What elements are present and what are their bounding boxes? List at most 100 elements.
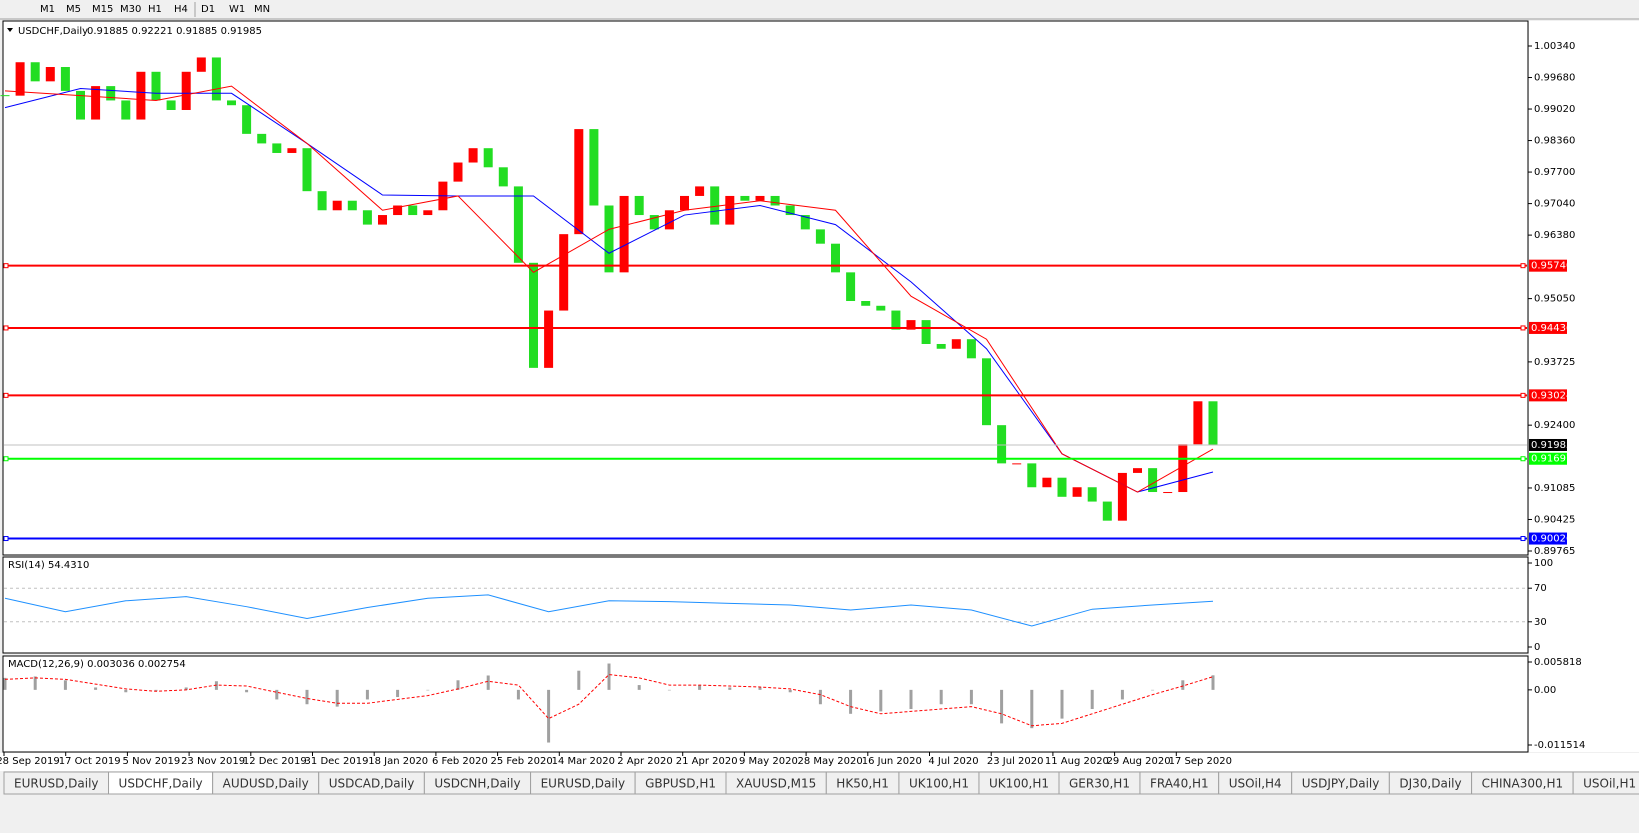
- y-tick-label: 0.93725: [1534, 357, 1575, 368]
- candle: [1027, 463, 1037, 488]
- candle: [91, 86, 101, 120]
- x-tick-label: 12 Dec 2019: [243, 756, 307, 767]
- timeframe-button[interactable]: M30: [120, 4, 141, 15]
- timeframe-button[interactable]: M1: [40, 4, 55, 15]
- candle: [483, 148, 493, 168]
- y-tick-label: 1.00340: [1534, 41, 1575, 52]
- candle: [634, 195, 644, 216]
- macd-bar: [607, 663, 611, 690]
- tab[interactable]: XAUUSD,M15: [725, 771, 827, 795]
- x-tick-label: 6 Feb 2020: [432, 756, 488, 767]
- x-tick-label: 2 Apr 2020: [617, 756, 672, 767]
- level-handle: [1520, 325, 1526, 331]
- y-tick-label: 0.99020: [1534, 104, 1575, 115]
- y-tick-label: 0.00: [1534, 685, 1556, 696]
- tab[interactable]: GER30,H1: [1058, 771, 1141, 795]
- candle: [831, 243, 840, 273]
- tab-label: UK100,H1: [989, 777, 1049, 791]
- y-tick-label: 0.97040: [1534, 199, 1575, 210]
- candle: [211, 57, 221, 101]
- tab[interactable]: USOil,H1: [1572, 771, 1639, 795]
- macd-bar: [969, 689, 973, 705]
- macd-bar: [516, 689, 520, 700]
- candle: [649, 215, 659, 230]
- candle: [1208, 401, 1218, 445]
- candle: [196, 57, 206, 72]
- menu-arrow[interactable]: [7, 28, 13, 32]
- x-tick-label: 11 Aug 2020: [1045, 756, 1109, 767]
- tab[interactable]: USDJPY,Daily: [1291, 771, 1390, 795]
- level-handle: [3, 392, 9, 398]
- x-tick-label: 14 Mar 2020: [552, 756, 615, 767]
- level-handle: [1520, 392, 1526, 398]
- y-tick-label: 0: [1534, 642, 1540, 653]
- candle: [951, 339, 961, 349]
- macd-bar: [1151, 689, 1155, 691]
- y-tick-label: 30: [1534, 617, 1547, 628]
- macd-bar: [365, 689, 369, 700]
- y-tick-label: 0.97700: [1534, 167, 1575, 178]
- candle: [755, 195, 765, 201]
- candle: [408, 205, 418, 216]
- candle: [1057, 477, 1067, 497]
- candle: [589, 129, 599, 206]
- level-label-box: [1529, 321, 1567, 334]
- macd-bar: [335, 689, 339, 707]
- tab[interactable]: EURUSD,Daily: [3, 771, 110, 795]
- tab[interactable]: USDCAD,Daily: [318, 771, 425, 795]
- tab-label: USDCAD,Daily: [329, 777, 415, 791]
- candle: [725, 195, 735, 225]
- y-tick-label: 0.90425: [1534, 514, 1575, 525]
- timeframe-button[interactable]: D1: [201, 4, 215, 15]
- tab[interactable]: GBPUSD,H1: [634, 771, 727, 795]
- candle: [861, 301, 871, 306]
- macd-bar: [1181, 680, 1185, 690]
- candle: [242, 105, 252, 134]
- tab-background: [1572, 771, 1639, 795]
- candle: [378, 215, 387, 225]
- timeframe-button[interactable]: W1: [229, 4, 245, 15]
- tab[interactable]: USOil,H4: [1218, 771, 1293, 795]
- macd-bar: [486, 675, 490, 690]
- tab[interactable]: AUDUSD,Daily: [212, 771, 320, 795]
- timeframe-button[interactable]: M5: [66, 4, 81, 15]
- x-tick-label: 16 Jun 2020: [862, 756, 922, 767]
- candle: [544, 310, 554, 368]
- tab[interactable]: USDCHF,Daily: [108, 771, 214, 795]
- candle: [136, 71, 146, 120]
- timeframe-button[interactable]: MN: [254, 4, 270, 15]
- macd-bar: [637, 685, 641, 690]
- candle: [997, 425, 1007, 464]
- candle: [529, 262, 538, 368]
- x-tick-label: 25 Feb 2020: [490, 756, 552, 767]
- level-label-box: [1529, 532, 1567, 545]
- timeframe-button[interactable]: H1: [148, 4, 162, 15]
- tab[interactable]: HK50,H1: [825, 771, 900, 795]
- time-axis: [0, 753, 1639, 771]
- tab[interactable]: UK100,H1: [978, 771, 1060, 795]
- x-tick-label: 4 Jul 2020: [928, 756, 978, 767]
- candle: [1072, 487, 1082, 497]
- y-tick-label: 0.95050: [1534, 294, 1575, 305]
- tab-label: GER30,H1: [1069, 777, 1130, 791]
- candle: [106, 86, 116, 101]
- tab-label: AUDUSD,Daily: [223, 777, 309, 791]
- y-tick-label: 0.98360: [1534, 136, 1575, 147]
- tab[interactable]: DJ30,Daily: [1388, 771, 1473, 795]
- tab[interactable]: FRA40,H1: [1139, 771, 1220, 795]
- candle: [513, 186, 523, 263]
- tab[interactable]: USDCNH,Daily: [423, 771, 532, 795]
- candle: [317, 191, 327, 211]
- rsi-title: RSI(14) 54.4310: [8, 560, 89, 571]
- candle: [1042, 477, 1052, 488]
- tab[interactable]: UK100,H1: [898, 771, 980, 795]
- macd-bar: [1120, 689, 1124, 700]
- timeframe-button[interactable]: H4: [174, 4, 188, 15]
- macd-bar: [275, 689, 279, 700]
- timeframe-button[interactable]: M15: [92, 4, 113, 15]
- tab[interactable]: CHINA300,H1: [1471, 771, 1574, 795]
- tab[interactable]: EURUSD,Daily: [530, 771, 636, 795]
- macd-bar: [818, 689, 822, 705]
